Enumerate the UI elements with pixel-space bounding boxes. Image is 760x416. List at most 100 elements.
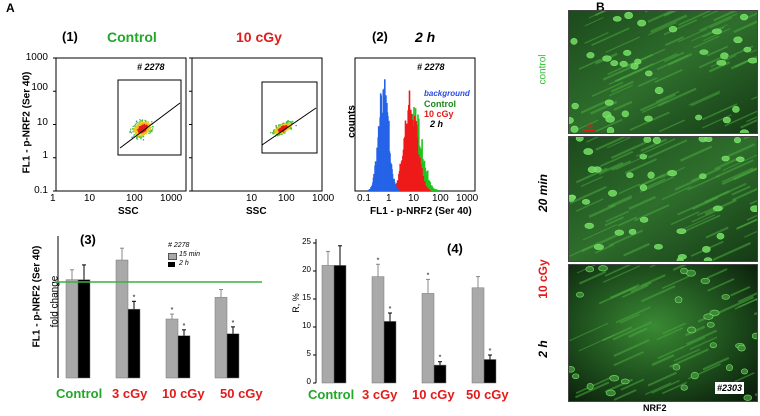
fiber [622, 284, 649, 298]
fiber [588, 11, 606, 19]
histogram-bin [397, 189, 400, 191]
nucleus [628, 228, 637, 235]
chart4-cat-50cgy: 50 cGy [466, 387, 509, 402]
fiber [628, 195, 656, 210]
cell-event [285, 121, 287, 123]
cell-event [152, 126, 154, 128]
cell-event [295, 124, 297, 127]
nucleus [614, 229, 625, 236]
cell-event [145, 122, 147, 124]
fiber [691, 24, 728, 42]
cell-event [279, 133, 281, 135]
fiber [667, 52, 693, 66]
nucleus [654, 243, 663, 250]
fiber [722, 154, 757, 171]
cell-event [278, 127, 280, 129]
cell-event [147, 122, 149, 124]
nucleus [680, 384, 688, 391]
chart3-significance-star: * [183, 323, 186, 330]
nucleus [703, 313, 714, 320]
cell-event [135, 126, 137, 129]
nucleus [569, 116, 574, 124]
fiber [604, 216, 624, 227]
fiber [612, 321, 653, 341]
fiber [745, 12, 757, 20]
row-label-control: control [537, 54, 549, 85]
nucleus [709, 342, 717, 349]
nucleus [720, 52, 729, 60]
nucleus [606, 126, 615, 133]
cell-event [273, 131, 275, 133]
cell-event [146, 131, 148, 133]
ytick-1000: 1000 [25, 52, 48, 63]
fiber [706, 45, 729, 57]
fiber [657, 346, 684, 360]
cell-event [139, 127, 142, 129]
cell-event [285, 129, 287, 132]
nucleus [712, 205, 723, 212]
cell-event [138, 132, 140, 134]
fiber [703, 28, 731, 42]
nucleus [743, 394, 753, 401]
cell-event [140, 136, 142, 139]
chart3-bar [65, 279, 79, 379]
nucleus [585, 266, 595, 273]
cell-event [136, 138, 138, 140]
cell-event [145, 124, 148, 126]
fiber [610, 80, 634, 93]
cell-event [144, 131, 146, 133]
cell-event [150, 130, 152, 132]
chart4-significance-star: * [389, 306, 392, 313]
cell-event [275, 128, 277, 130]
cell-event [138, 136, 140, 138]
chart4-bar [433, 364, 447, 384]
cell-event [140, 125, 142, 127]
fiber [751, 96, 757, 101]
xtick-100: 100 [126, 193, 143, 204]
cell-event [138, 131, 141, 133]
cell-event [284, 129, 286, 131]
cell-event [276, 130, 278, 132]
subpanel-1-label: (1) [62, 29, 78, 44]
cell-event [283, 128, 286, 130]
chart3-legend-title: # 2278 [168, 242, 190, 249]
fiber [613, 100, 633, 111]
fiber [576, 119, 599, 131]
cell-event [148, 131, 150, 133]
cell-event [144, 129, 147, 131]
fiber [661, 381, 688, 395]
cell-event [140, 135, 142, 137]
nucleus [624, 11, 633, 20]
nucleus [623, 49, 632, 56]
cell-event [136, 128, 138, 130]
fiber [713, 11, 738, 22]
fiber [709, 17, 733, 29]
nucleus [639, 216, 649, 223]
fiber [607, 195, 633, 208]
cell-event [133, 130, 136, 133]
panel-letter-a: A [6, 1, 15, 15]
cell-event [278, 126, 280, 128]
fiber [569, 185, 607, 205]
cell-event [140, 124, 142, 126]
nucleus [695, 114, 703, 121]
cell-event [141, 125, 143, 128]
cell-event [141, 132, 143, 134]
nucleus [740, 13, 749, 21]
cell-event [144, 132, 146, 134]
fiber [616, 68, 644, 82]
fiber [721, 167, 754, 183]
fiber [705, 226, 729, 239]
fiber [683, 214, 721, 233]
regression-line-control [119, 102, 181, 149]
cell-event [129, 131, 131, 133]
nucleus [690, 371, 699, 380]
fiber [665, 36, 684, 47]
cell-event [278, 131, 280, 133]
nucleus [721, 155, 730, 162]
row-label-2h: 2 h [536, 340, 550, 358]
cell-event [139, 119, 141, 121]
cell-event [139, 123, 141, 125]
fiber [746, 116, 757, 123]
